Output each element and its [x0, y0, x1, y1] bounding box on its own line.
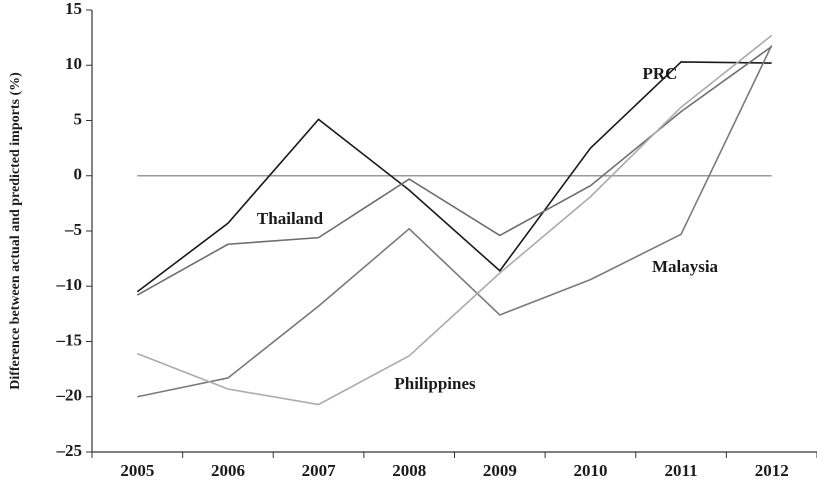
y-tick-label: –20	[56, 386, 83, 405]
y-tick-label: –5	[64, 220, 82, 239]
series-line	[137, 45, 773, 398]
y-tick-label: –10	[56, 275, 83, 294]
y-tick-label: 5	[74, 109, 83, 128]
x-tick-label: 2006	[211, 461, 245, 480]
series-line	[136, 61, 772, 293]
x-tick-label: 2008	[392, 461, 426, 480]
y-tick-label: 10	[65, 54, 82, 73]
x-tick-label: 2007	[302, 461, 337, 480]
y-tick-label: –15	[56, 330, 83, 349]
x-tick-label: 2009	[483, 461, 517, 480]
series-label: PRC	[643, 64, 678, 83]
x-tick-label: 2005	[120, 461, 154, 480]
x-tick-label: 2012	[755, 461, 789, 480]
series-label: Philippines	[394, 374, 476, 393]
series-label: Thailand	[257, 209, 324, 228]
series-line	[136, 45, 773, 296]
y-axis-label: Difference between actual and predicted …	[8, 72, 23, 390]
y-tick-label: 15	[65, 0, 82, 18]
series-label: Malaysia	[652, 257, 719, 276]
y-tick-label: –25	[56, 441, 83, 460]
x-tick-label: 2011	[665, 461, 698, 480]
y-tick-label: 0	[74, 165, 83, 184]
series-line	[137, 34, 773, 406]
x-tick-label: 2010	[573, 461, 607, 480]
